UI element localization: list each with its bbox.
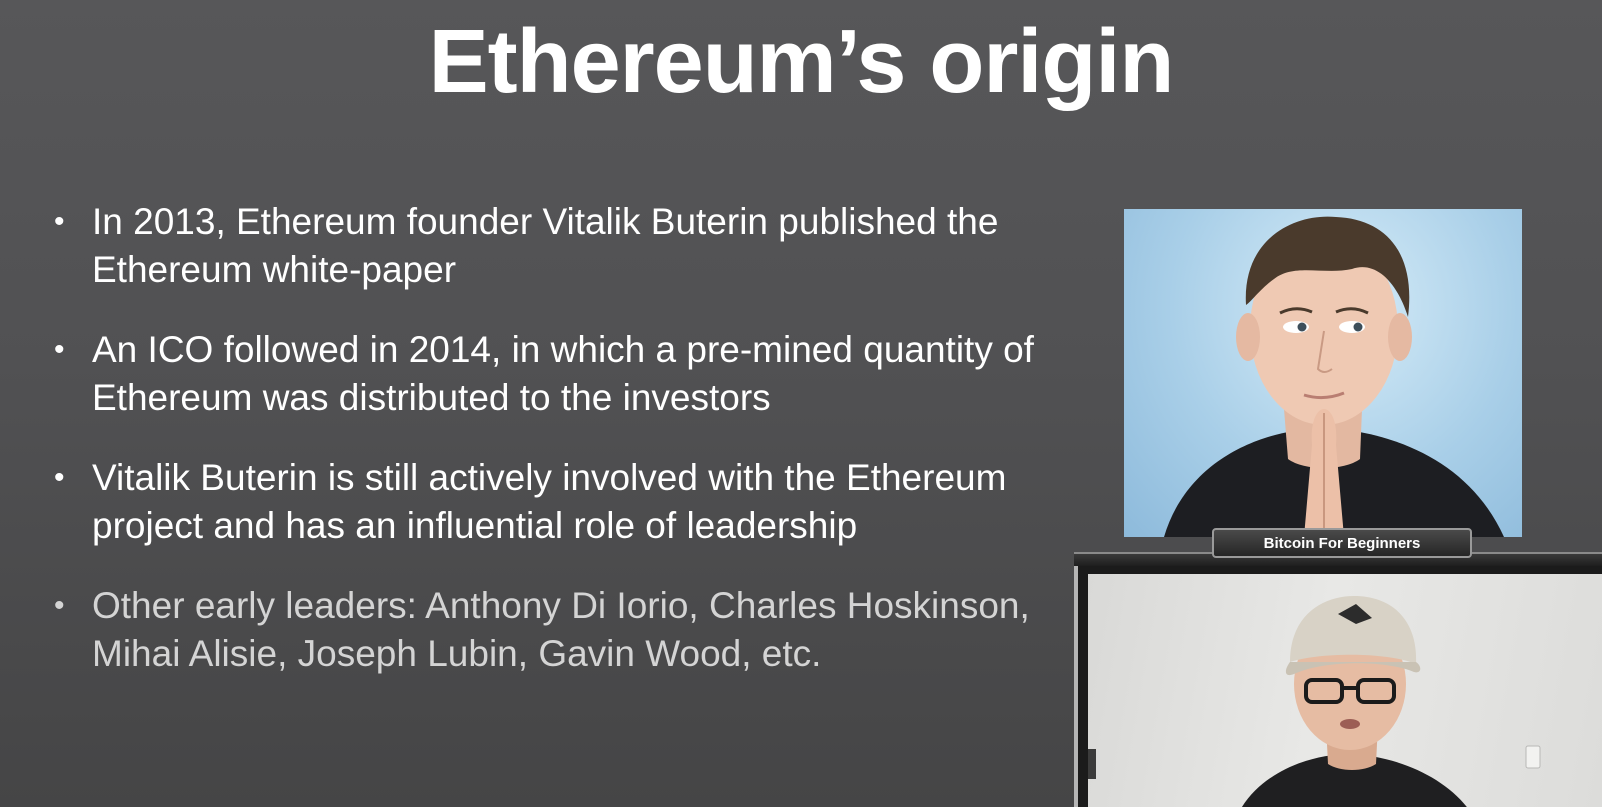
slide-title: Ethereum’s origin [428, 12, 1175, 112]
webcam-frame [1074, 564, 1602, 807]
bullet-text: Vitalik Buterin is still actively involv… [92, 457, 1007, 546]
presenter-illustration [1088, 596, 1541, 807]
bullet-dot: • [54, 205, 65, 238]
bullet-item: • An ICO followed in 2014, in which a pr… [50, 326, 1060, 422]
bullet-dot: • [54, 589, 65, 622]
bullet-dot: • [54, 333, 65, 366]
bullet-item: • Other early leaders: Anthony Di Iorio,… [50, 582, 1060, 678]
bullet-text: In 2013, Ethereum founder Vitalik Buteri… [92, 201, 999, 290]
bullet-text: An ICO followed in 2014, in which a pre-… [92, 329, 1034, 418]
webcam-channel-label: Bitcoin For Beginners [1212, 528, 1472, 558]
bullet-text: Other early leaders: Anthony Di Iorio, C… [92, 585, 1030, 674]
webcam-video [1088, 574, 1602, 807]
bullet-list: • In 2013, Ethereum founder Vitalik Bute… [50, 198, 1060, 710]
bullet-item: • In 2013, Ethereum founder Vitalik Bute… [50, 198, 1060, 294]
portrait-photo [1124, 209, 1522, 537]
bullet-item: • Vitalik Buterin is still actively invo… [50, 454, 1060, 550]
portrait-illustration [1164, 216, 1504, 537]
bullet-dot: • [54, 461, 65, 494]
